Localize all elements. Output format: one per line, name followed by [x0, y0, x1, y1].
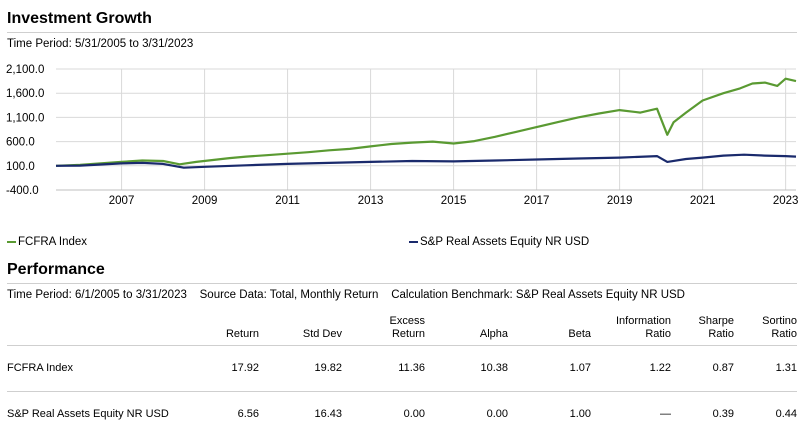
x-tick-label: 2011	[275, 195, 300, 207]
table-cell: 0.00	[342, 391, 425, 430]
x-tick-label: 2015	[441, 195, 467, 207]
legend-swatch-benchmark	[409, 241, 418, 243]
performance-subtitle: Time Period: 6/1/2005 to 3/31/2023 Sourc…	[7, 289, 685, 301]
table-cell: 0.44	[734, 391, 797, 430]
y-tick-label: -400.0	[6, 185, 39, 197]
column-header: Std Dev	[259, 309, 342, 346]
table-cell: 1.00	[508, 391, 591, 430]
performance-header-row: Return Std Dev Excess Return Alpha Beta Inform…	[7, 309, 797, 346]
series-line-fcfra	[55, 77, 797, 167]
legend-label-fcfra: FCFRA Index	[18, 236, 88, 248]
table-row: FCFRA Index 17.92 19.82 11.36 10.38 1.07 1.22 0…	[7, 345, 797, 392]
column-header: Information Ratio	[591, 309, 671, 346]
table-cell: 0.00	[425, 391, 508, 430]
x-tick-label: 2009	[192, 195, 218, 207]
table-cell: 1.31	[734, 345, 797, 392]
x-tick-label: 2017	[524, 195, 550, 207]
x-tick-label: 2019	[607, 195, 633, 207]
x-tick-label: 2021	[690, 195, 716, 207]
investment-growth-title: Investment Growth	[7, 10, 152, 27]
legend-swatch-fcfra	[7, 241, 16, 243]
table-cell: 10.38	[425, 345, 508, 392]
column-header: Return	[192, 309, 259, 346]
x-tick-label: 2007	[109, 195, 135, 207]
legend-label-benchmark: S&P Real Assets Equity NR USD	[420, 236, 590, 248]
table-cell: 6.56	[192, 391, 259, 430]
investment-growth-chart: 2,100.0 1,600.0 1,100.0 600.0 100.0 -400.0 200…	[6, 64, 799, 207]
table-cell: 17.92	[192, 345, 259, 392]
performance-table: Return Std Dev Excess Return Alpha Beta Inform…	[7, 309, 797, 430]
column-header: Sortino Ratio	[734, 309, 797, 346]
y-tick-label: 1,600.0	[6, 88, 44, 100]
column-header: Beta	[508, 309, 591, 346]
table-cell: 0.87	[671, 345, 734, 392]
title-divider	[7, 32, 797, 33]
column-header: Sharpe Ratio	[671, 309, 734, 346]
column-header: Alpha	[425, 309, 508, 346]
table-row: S&P Real Assets Equity NR USD 6.56 16.43 0.…	[7, 391, 797, 430]
column-header: Excess Return	[342, 309, 425, 346]
growth-time-period: Time Period: 5/31/2005 to 3/31/2023	[7, 38, 194, 50]
table-cell: 1.07	[508, 345, 591, 392]
x-tick-label: 2023	[773, 195, 799, 207]
y-tick-label: 1,100.0	[6, 112, 44, 124]
table-cell: 1.22	[591, 345, 671, 392]
row-name: FCFRA Index	[7, 345, 192, 392]
table-cell: —	[591, 391, 671, 430]
legend-item-benchmark: S&P Real Assets Equity NR USD	[409, 236, 589, 248]
x-tick-label: 2013	[358, 195, 384, 207]
table-cell: 11.36	[342, 345, 425, 392]
table-cell: 16.43	[259, 391, 342, 430]
table-cell: 19.82	[259, 345, 342, 392]
row-name: S&P Real Assets Equity NR USD	[7, 391, 192, 430]
legend-item-fcfra: FCFRA Index	[7, 236, 87, 248]
column-header-name	[7, 309, 192, 346]
y-tick-label: 2,100.0	[6, 64, 44, 76]
table-cell: 0.39	[671, 391, 734, 430]
performance-divider	[7, 283, 797, 284]
y-tick-label: 600.0	[6, 137, 35, 149]
y-tick-label: 100.0	[6, 161, 35, 173]
series-line-benchmark	[55, 153, 797, 169]
performance-title: Performance	[7, 261, 105, 278]
